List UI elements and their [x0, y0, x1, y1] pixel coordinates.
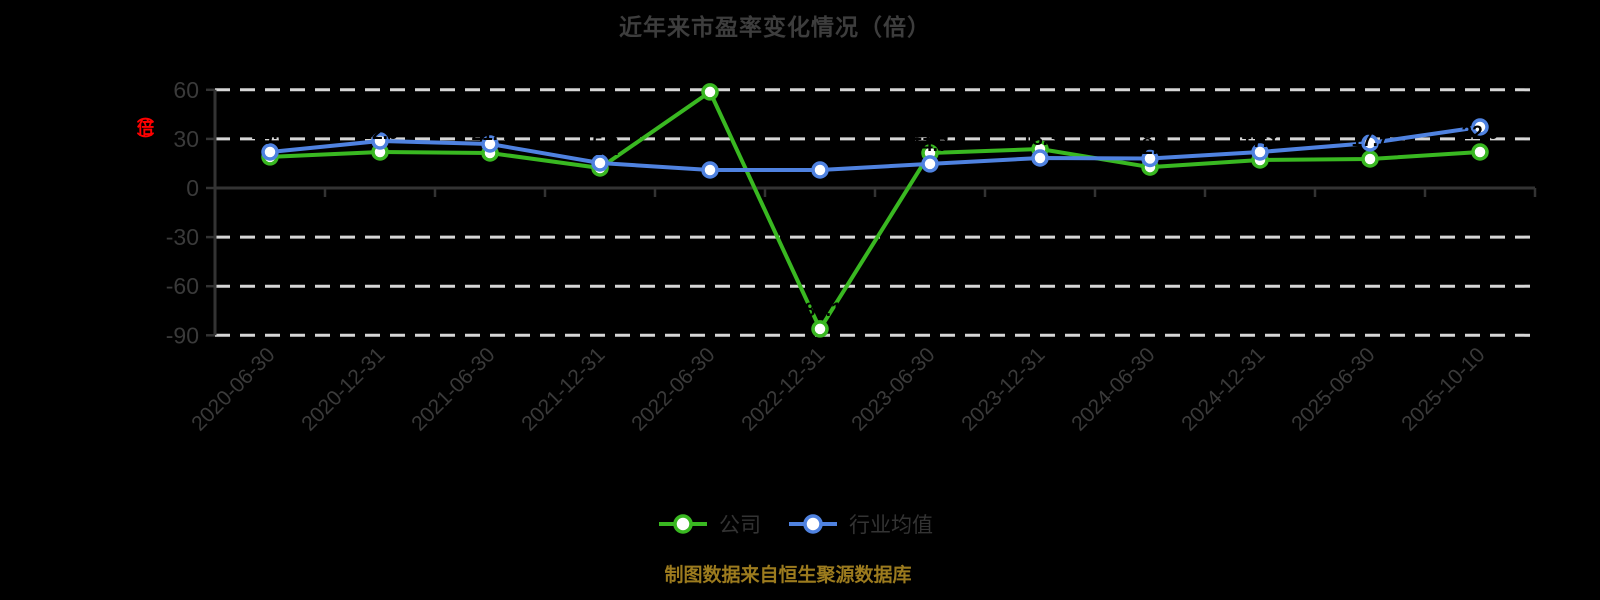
x-axis-label: 2020-12-31	[297, 343, 389, 435]
industry-data-point	[261, 143, 279, 161]
industry-data-point	[1471, 118, 1489, 136]
x-axis-label: 2022-06-30	[627, 343, 719, 435]
chart-title: 近年来市盈率变化情况（倍）	[619, 14, 931, 40]
data-label: 22.0	[362, 123, 399, 144]
data-label: 21.4	[912, 124, 949, 145]
legend-label-industry-average: 行业均值	[849, 514, 933, 537]
data-label: 26.9	[472, 115, 509, 136]
y-axis-label: -30	[166, 224, 199, 250]
data-label: 22.0	[252, 123, 289, 144]
data-label: 17.7	[1352, 130, 1389, 151]
data-label: 18.0	[1132, 130, 1169, 151]
data-label: 12.2	[582, 139, 619, 160]
company-data-point	[1471, 143, 1489, 161]
industry-data-point	[701, 161, 719, 179]
company-legend-marker-icon	[659, 514, 707, 534]
y-axis-label: 0	[186, 175, 199, 201]
x-axis-label: 2022-12-31	[737, 343, 829, 435]
data-label: 19.0	[252, 128, 289, 149]
data-label: 21.4	[472, 124, 509, 145]
x-axis-label: 2024-12-31	[1177, 343, 1269, 435]
data-label: 15.3	[582, 134, 619, 155]
x-axis-label: 2025-10-10	[1397, 343, 1489, 435]
industry-data-point	[1361, 134, 1379, 152]
data-label: 28.7	[362, 112, 399, 133]
data-label: 37.3	[1462, 98, 1499, 119]
industry-data-point	[811, 161, 829, 179]
legend-item-company[interactable]: 公司	[657, 506, 761, 542]
data-label: 27.5	[1352, 114, 1389, 135]
y-axis-label: -60	[166, 273, 199, 299]
y-axis-label: 60	[173, 77, 199, 103]
x-axis-label: 2023-06-30	[847, 343, 939, 435]
data-label: 58.7	[692, 63, 729, 84]
data-label: 18.3	[1022, 129, 1059, 150]
data-label: -86.1	[798, 300, 842, 321]
x-axis-label: 2025-06-30	[1287, 343, 1379, 435]
x-axis-label: 2020-06-30	[187, 343, 279, 435]
data-label: 23.8	[1022, 120, 1059, 141]
company-data-point	[811, 320, 829, 338]
industry-data-point	[1141, 149, 1159, 168]
x-axis-label: 2024-06-30	[1067, 343, 1159, 435]
data-source-caption: 制图数据来自恒生聚源数据库	[664, 565, 912, 586]
industry-data-point	[481, 135, 499, 153]
x-axis-label: 2021-12-31	[517, 343, 609, 435]
data-label: 22.0	[1462, 123, 1499, 144]
data-label: 17.1	[1242, 131, 1279, 152]
x-axis-label: 2023-12-31	[957, 343, 1049, 435]
company-data-point	[701, 83, 719, 101]
legend-label-company: 公司	[719, 514, 761, 537]
data-label: 11.0	[692, 141, 728, 162]
data-label: 11.0	[802, 141, 838, 162]
industry-data-point	[1031, 149, 1049, 167]
data-label: 12.8	[1132, 138, 1169, 159]
industry-legend-marker-icon	[789, 514, 837, 534]
legend-item-industry-average[interactable]: 行业均值	[787, 506, 933, 542]
legend: 公司 行业均值	[0, 503, 1590, 545]
x-axis-label: 2021-06-30	[407, 343, 499, 435]
data-label: 22.0	[1242, 123, 1279, 144]
company-line	[268, 89, 1482, 331]
industry-data-point	[921, 155, 939, 173]
y-axis-unit-label: （倍）	[134, 106, 153, 145]
industry-average-line	[268, 125, 1482, 172]
industry-data-point	[1251, 143, 1269, 161]
company-data-point	[1361, 150, 1379, 168]
industry-data-point	[371, 132, 389, 150]
industry-data-point	[591, 154, 609, 172]
data-label: 14.7	[912, 135, 949, 156]
y-axis-label: -90	[166, 322, 199, 348]
y-axis-label: 30	[173, 126, 199, 152]
